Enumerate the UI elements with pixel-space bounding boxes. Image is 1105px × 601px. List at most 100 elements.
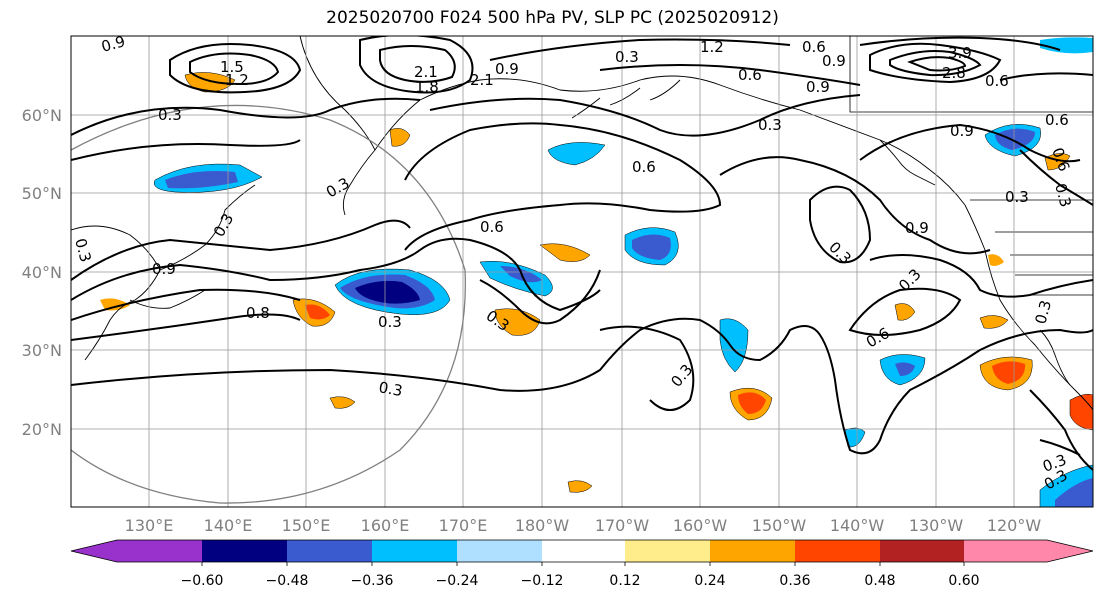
pv-positive-area: [567, 480, 593, 493]
contour-label: 2.1: [470, 71, 494, 89]
contour-label: 0.3: [758, 116, 782, 134]
colorbar-swatch: [625, 540, 710, 562]
colorbar-tick-label: 0.60: [948, 573, 979, 589]
colorbar-tick-label: −0.48: [266, 573, 309, 589]
pv-shading: [100, 37, 1093, 507]
lon-label: 180°W: [515, 516, 570, 535]
pv-negative-area: [895, 362, 915, 376]
pv-positive-area: [992, 361, 1026, 384]
colorbar-tick-label: 0.24: [694, 573, 725, 589]
colorbar-extend-low: [71, 540, 117, 562]
contour-label: 0.3: [377, 378, 404, 400]
colorbar-swatch: [542, 540, 625, 562]
lon-label: 140°W: [830, 516, 885, 535]
pv-positive-area: [988, 254, 1004, 266]
lon-label: 130°W: [909, 516, 964, 535]
lon-label: 130°E: [125, 516, 174, 535]
contour-label: 0.3: [378, 313, 402, 331]
colorbar-outline: [70, 539, 1094, 563]
colorbar-swatch: [202, 540, 287, 562]
contour-label: 2.8: [942, 64, 966, 82]
pv-positive-area: [100, 298, 130, 311]
contour-label: 1.2: [225, 71, 249, 89]
contour-label: 0.3: [158, 106, 182, 124]
pv-positive-area: [738, 392, 766, 414]
slp-contours: [71, 36, 1093, 471]
chart-title: 2025020700 F024 500 hPa PV, SLP PC (2025…: [326, 8, 779, 28]
pv-negative-area: [355, 280, 420, 304]
pv-negative-area: [165, 171, 238, 189]
map-frame: [70, 35, 1094, 508]
lon-label: 170°E: [439, 516, 488, 535]
colorbar-swatch: [964, 540, 1047, 562]
lat-label: 50°N: [22, 184, 62, 203]
contour-label: 0.3: [615, 48, 639, 66]
pv-positive-area: [305, 304, 330, 320]
colorbar-tick-label: 0.12: [609, 573, 640, 589]
contour-label: 1.5: [220, 58, 244, 76]
lat-label: 60°N: [22, 106, 62, 125]
lon-label: 150°E: [282, 516, 331, 535]
contour-label: 0.6: [802, 38, 826, 56]
lon-label: 170°W: [595, 516, 650, 535]
contour-label: 0.8: [246, 304, 270, 322]
pv-negative-area: [547, 142, 606, 166]
lon-label: 150°W: [752, 516, 807, 535]
political-borders: [849, 36, 1093, 296]
pv-positive-area: [329, 396, 356, 409]
contour-label: 0.6: [632, 158, 656, 176]
lon-label: 140°E: [204, 516, 253, 535]
pv-positive-area: [979, 315, 1009, 329]
contour-label: 0.6: [1045, 111, 1069, 129]
pv-negative-area: [632, 234, 671, 260]
pv-positive-area: [539, 243, 591, 262]
colorbar-swatch: [710, 540, 795, 562]
colorbar-tick-label: −0.24: [436, 573, 479, 589]
lon-label: 160°E: [361, 516, 410, 535]
pv-positive-area: [389, 128, 411, 147]
colorbar-tick-label: −0.36: [351, 573, 394, 589]
contour-label: 0.3: [1005, 188, 1029, 206]
lon-label: 160°W: [673, 516, 728, 535]
lat-label: 30°N: [22, 341, 62, 360]
contour-label: 0.9: [822, 52, 846, 70]
graticule: [71, 36, 1093, 507]
contour-label: 0.9: [806, 78, 830, 96]
contour-label: 0.3: [71, 236, 95, 264]
colorbar-tick-label: −0.60: [181, 573, 224, 589]
contour-label: 1.8: [415, 78, 439, 96]
contour-label: 0.9: [950, 122, 974, 140]
contour-label: 0.6: [480, 218, 504, 236]
lon-labels: 130°E 140°E 150°E 160°E 170°E 180°W 170°…: [125, 516, 1042, 535]
colorbar-swatch: [287, 540, 372, 562]
pv-negative-area: [995, 128, 1035, 150]
contour-label: 0.9: [99, 32, 127, 56]
lat-label: 40°N: [22, 263, 62, 282]
lat-labels: 60°N 50°N 40°N 30°N 20°N: [22, 106, 62, 439]
pv-negative-area: [1055, 478, 1093, 507]
colorbar-swatch: [117, 540, 202, 562]
pv-negative-area: [844, 427, 866, 448]
pv-negative-area: [1040, 37, 1093, 54]
contour-label: 0.9: [152, 260, 176, 278]
colorbar-tick-label: 0.48: [864, 573, 895, 589]
range-circle: [71, 104, 466, 504]
contour-label: 0.3: [1051, 181, 1075, 209]
contour-label: 3.9: [948, 44, 972, 62]
lat-label: 20°N: [22, 420, 62, 439]
colorbar-swatch: [457, 540, 542, 562]
contour-label: 2.1: [414, 63, 438, 81]
contour-label: 0.9: [905, 219, 929, 237]
contour-label: 0.3: [1031, 298, 1055, 326]
contour-label: 0.6: [985, 72, 1009, 90]
colorbar-swatch: [795, 540, 880, 562]
lon-label: 120°W: [987, 516, 1042, 535]
colorbar: −0.60 −0.48 −0.36 −0.24 −0.12 0.12 0.24 …: [70, 539, 1094, 589]
colorbar-extend-high: [1047, 540, 1093, 562]
contour-label: 0.6: [738, 66, 762, 84]
colorbar-tick-label: 0.36: [779, 573, 810, 589]
contour-label: 0.9: [495, 60, 519, 78]
colorbar-swatch: [372, 540, 457, 562]
contour-label: 1.2: [700, 38, 724, 56]
